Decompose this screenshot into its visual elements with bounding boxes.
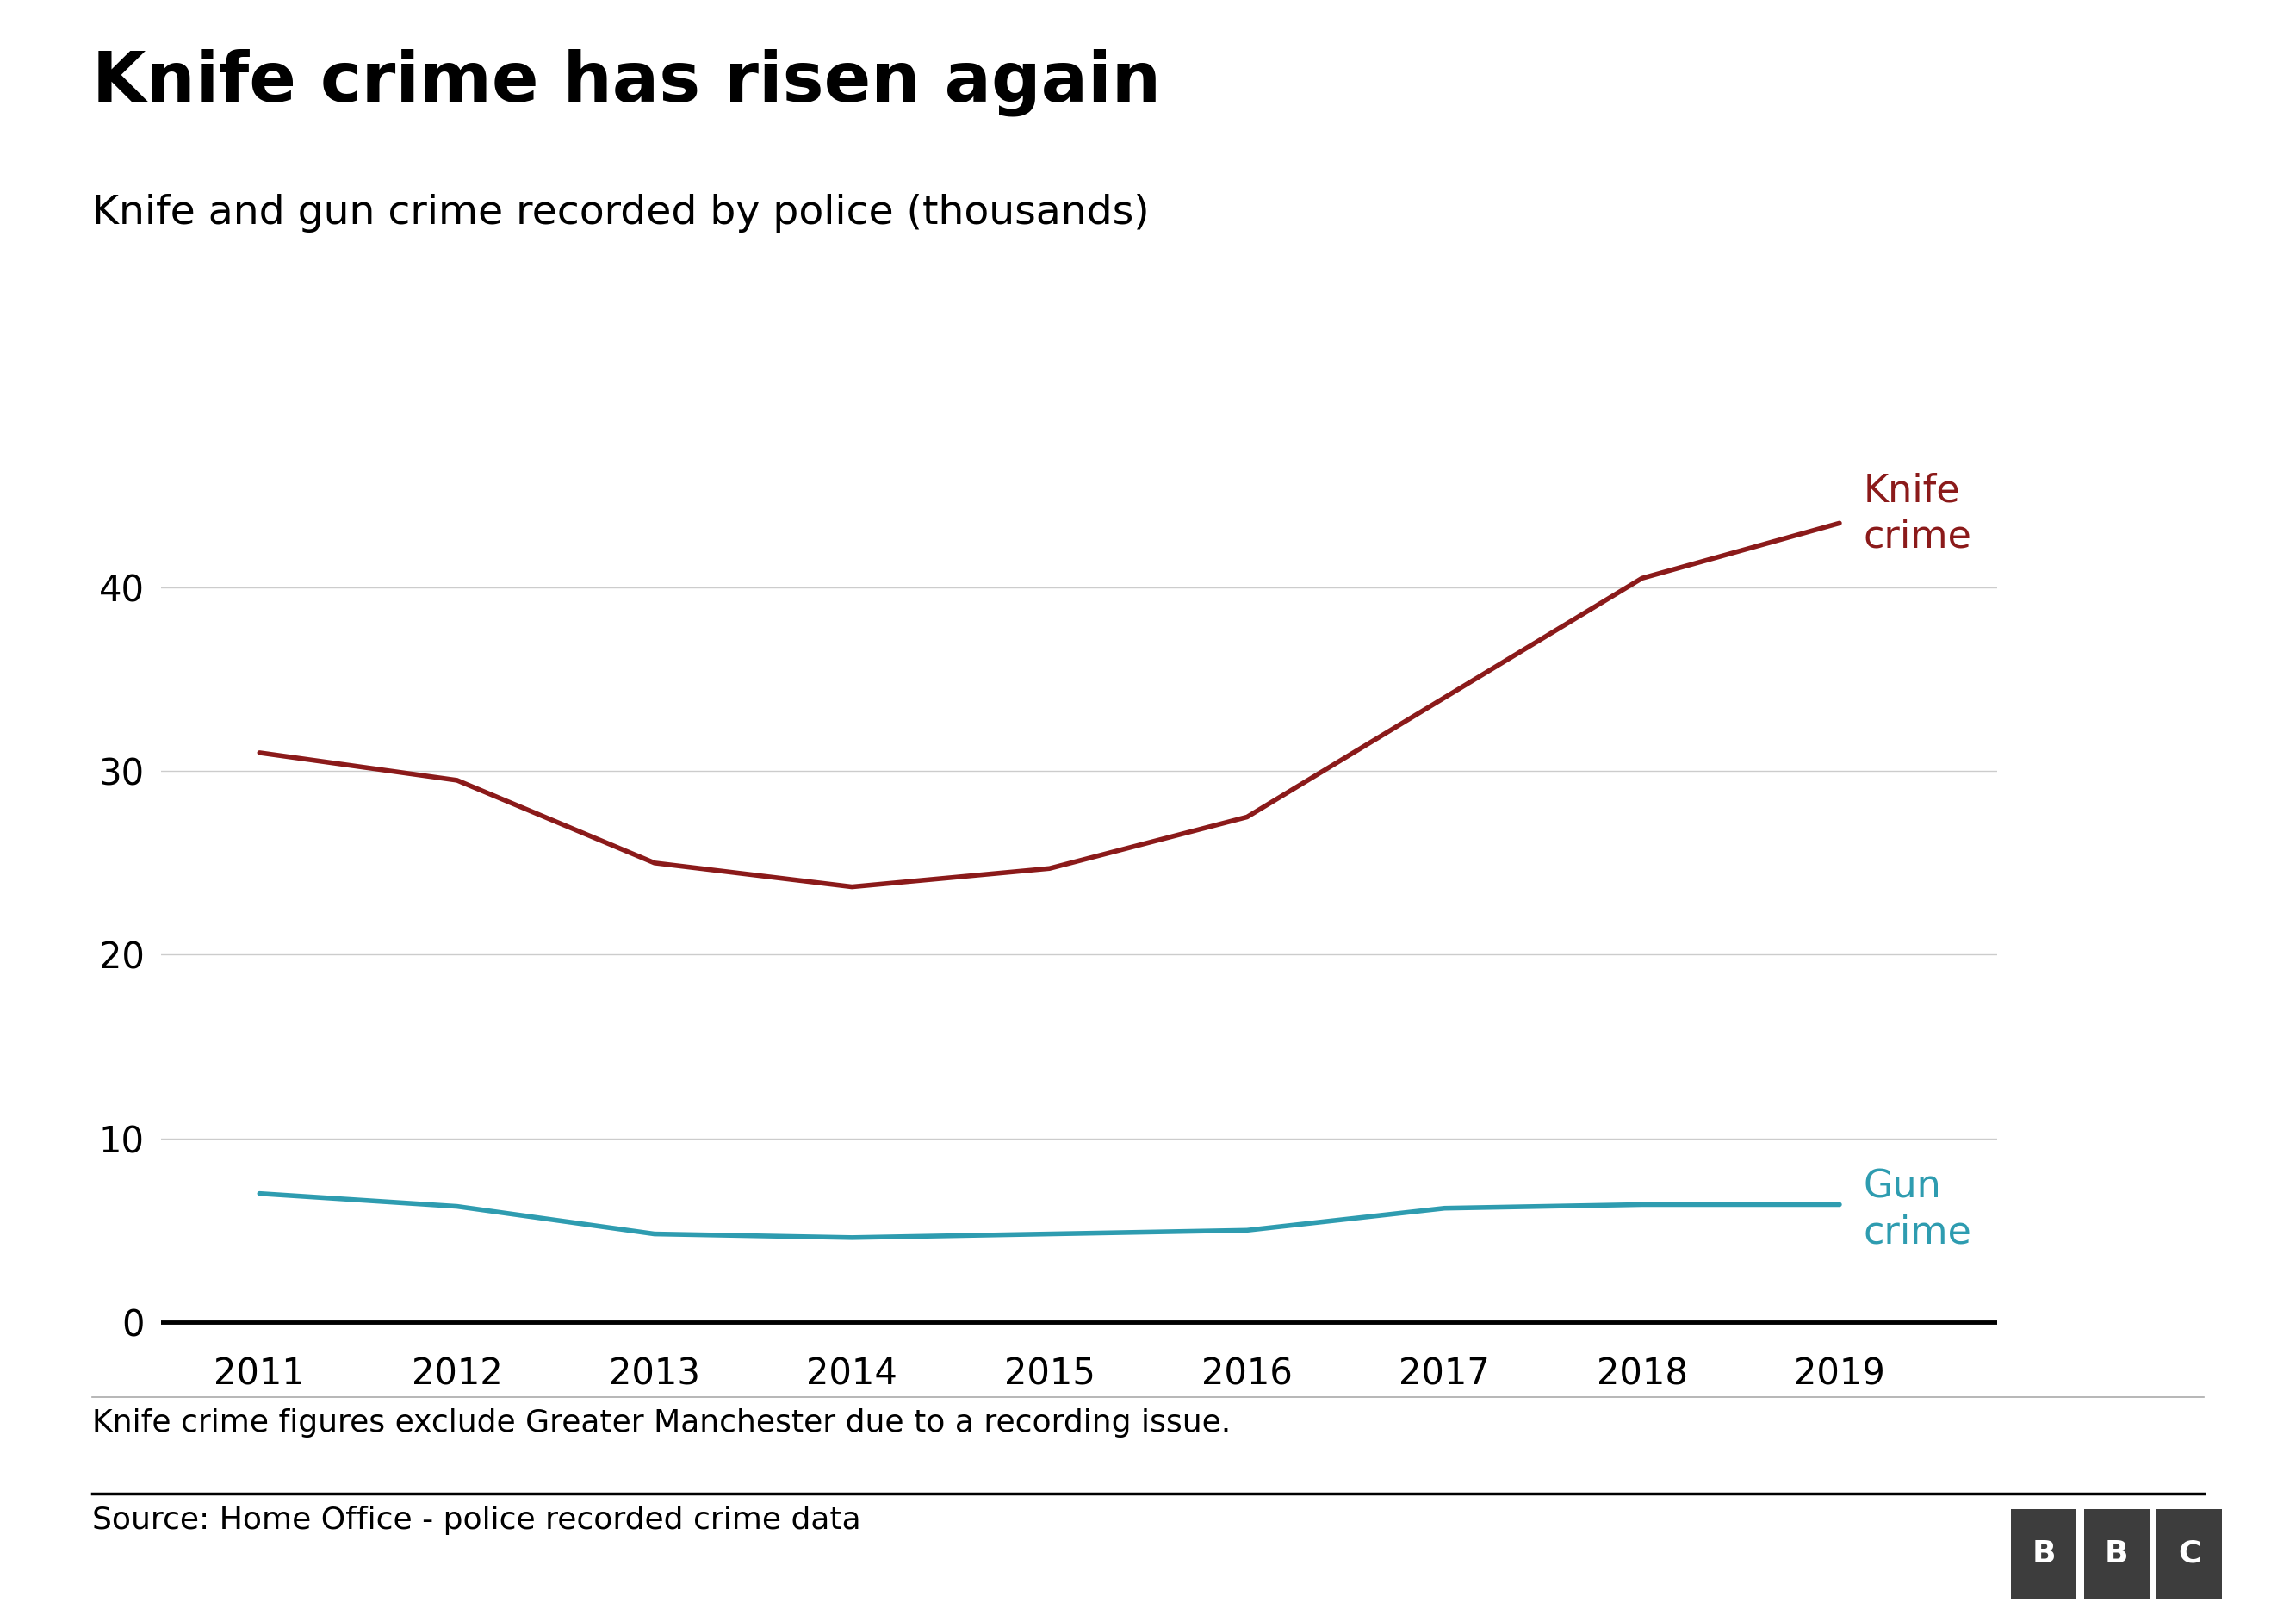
Text: Knife crime figures exclude Greater Manchester due to a recording issue.: Knife crime figures exclude Greater Manc… bbox=[92, 1408, 1231, 1437]
Text: Knife and gun crime recorded by police (thousands): Knife and gun crime recorded by police (… bbox=[92, 194, 1148, 233]
Text: Knife
crime: Knife crime bbox=[1864, 473, 1972, 556]
Text: C: C bbox=[2179, 1539, 2200, 1568]
Text: B: B bbox=[2032, 1539, 2055, 1568]
FancyBboxPatch shape bbox=[2011, 1508, 2076, 1599]
FancyBboxPatch shape bbox=[2156, 1508, 2223, 1599]
Text: Gun
crime: Gun crime bbox=[1864, 1169, 1972, 1252]
Text: Knife crime has risen again: Knife crime has risen again bbox=[92, 48, 1159, 116]
Text: Source: Home Office - police recorded crime data: Source: Home Office - police recorded cr… bbox=[92, 1505, 861, 1534]
FancyBboxPatch shape bbox=[2085, 1508, 2149, 1599]
Text: B: B bbox=[2105, 1539, 2128, 1568]
